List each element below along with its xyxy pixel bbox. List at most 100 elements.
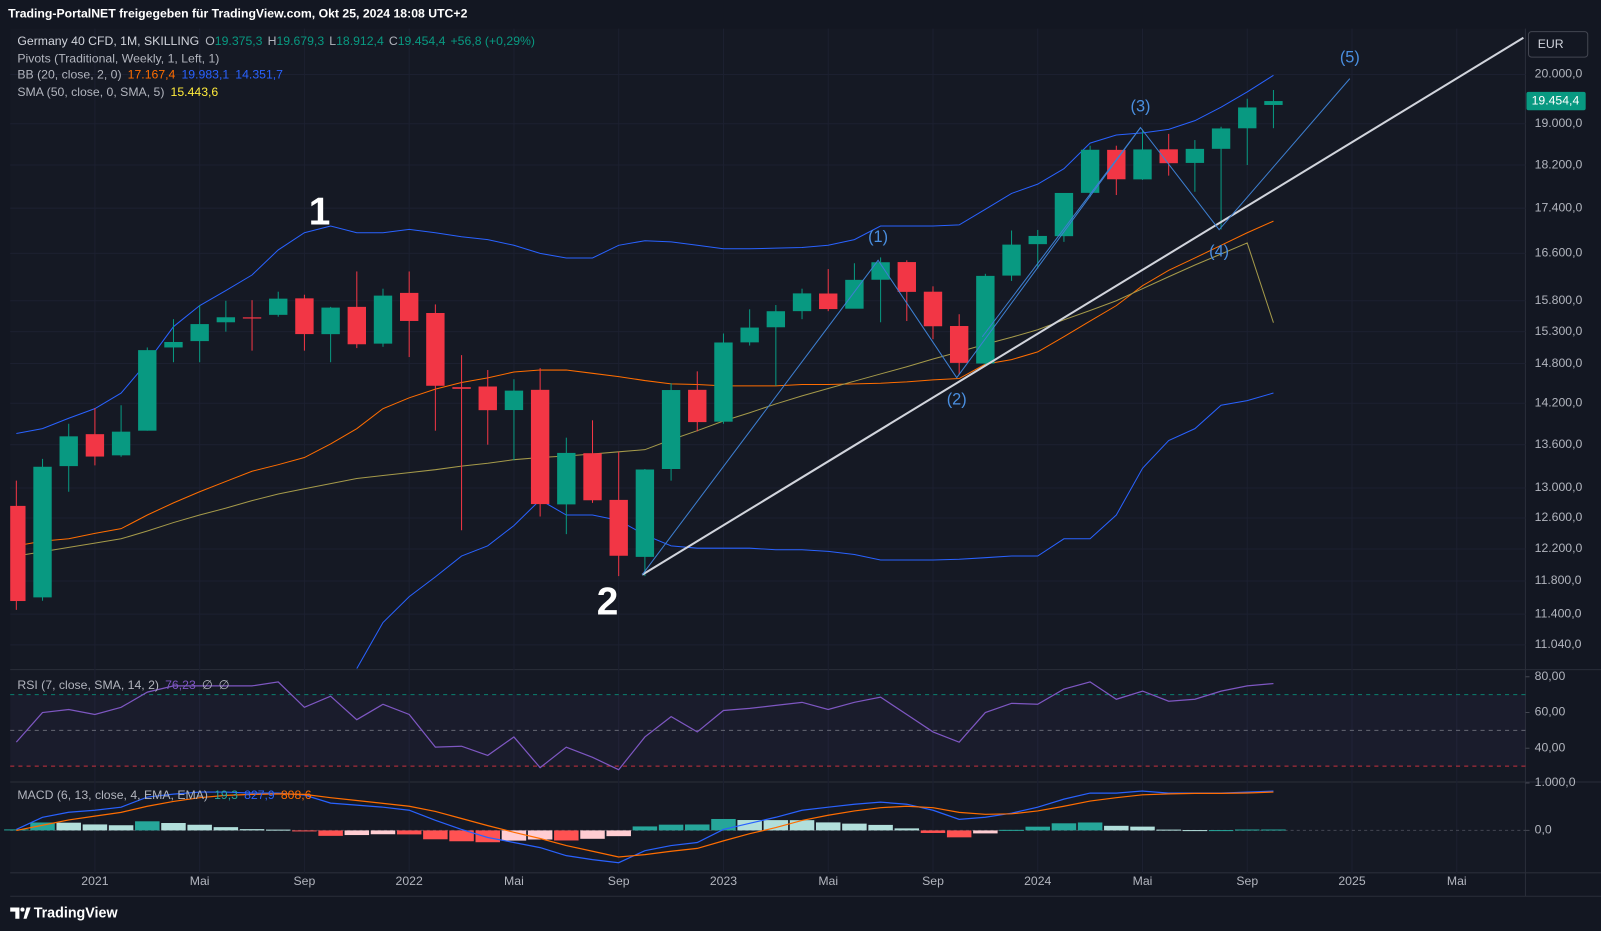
x-tick-label: 2024 (1024, 874, 1051, 888)
candle-body (1028, 235, 1047, 245)
histogram-bar (815, 822, 841, 831)
candle-body (1185, 148, 1205, 163)
legend-value: ∅ (202, 678, 213, 692)
symbol-legend: Germany 40 CFD, 1M, SKILLING O19.375,3 H19… (17, 34, 535, 48)
legend-title: RSI (7, close, SMA, 14, 2) (17, 678, 159, 692)
legend-value: 808,6 (281, 788, 312, 802)
pivots-legend: Pivots (Traditional, Weekly, 1, Left, 1) (17, 51, 219, 65)
histogram-bar (894, 828, 920, 831)
histogram-bar (685, 824, 710, 831)
wave-line (641, 78, 1351, 576)
y-tick-label: 60,00 (1535, 705, 1566, 719)
footer-brand: TradingView (34, 905, 119, 921)
legend-key: H (268, 34, 277, 48)
logo-dot (20, 907, 25, 912)
histogram-bar (187, 824, 212, 831)
x-tick-label: Sep (608, 874, 630, 888)
last-price-label: 19.454,4 (1532, 93, 1580, 107)
y-tick-label: 20.000,0 (1535, 67, 1583, 81)
x-tick-label: 2025 (1338, 874, 1365, 888)
y-tick-label: 12.600,0 (1535, 510, 1583, 524)
x-tick-label: 2021 (81, 874, 108, 888)
y-tick-label: 11.040,0 (1535, 637, 1582, 651)
candle-body (399, 292, 419, 321)
candle-body (33, 466, 52, 598)
macd-line (16, 790, 1274, 864)
histogram-bar (868, 824, 893, 831)
histogram-bar (1156, 829, 1181, 831)
candle-body (819, 293, 838, 310)
candle-body (635, 469, 655, 557)
macd-legend: MACD (6, 13, close, 4, EMA, EMA) 19,3 827,… (17, 788, 311, 802)
logo-mark (23, 907, 31, 919)
legend-value: 17.167,4 (128, 68, 176, 82)
histogram-bar (1235, 829, 1260, 831)
y-tick-label: 0,0 (1535, 823, 1552, 837)
histogram-bar (554, 830, 579, 841)
histogram-bar (1208, 830, 1234, 832)
candle-body (216, 317, 236, 323)
histogram-bar (842, 823, 867, 831)
candle-body (452, 387, 471, 389)
legend-title: BB (20, close, 2, 0) (17, 68, 121, 82)
y-tick-label: 11.400,0 (1535, 606, 1582, 620)
histogram-bar (265, 829, 291, 831)
histogram-bar (658, 824, 684, 831)
legend-value: 14.351,7 (235, 68, 283, 82)
y-tick-label: 14.200,0 (1535, 395, 1583, 409)
candle-body (1264, 101, 1283, 105)
y-tick-label: 1.000,0 (1535, 775, 1576, 789)
legend-value: ∅ (219, 678, 230, 692)
legend-title: MACD (6, 13, close, 4, EMA, EMA) (17, 788, 208, 802)
wave-label: (1) (868, 228, 888, 246)
y-tick-label: 13.000,0 (1535, 480, 1583, 494)
histogram-bar (213, 827, 239, 831)
candle-body (242, 317, 262, 319)
x-tick-label: 2022 (396, 874, 423, 888)
histogram-bar (396, 830, 422, 835)
trend-line (641, 36, 1524, 576)
x-tick-label: Mai (1447, 874, 1467, 888)
candle-body (504, 390, 524, 411)
y-tick-label: 15.800,0 (1535, 293, 1583, 307)
y-tick-label: 12.200,0 (1535, 541, 1583, 555)
histogram-bar (580, 830, 605, 839)
legend-title: SMA (50, close, 0, SMA, 5) (17, 85, 164, 99)
candle-body (1002, 244, 1021, 276)
histogram-bar (527, 830, 553, 840)
wave-label: (3) (1131, 98, 1151, 116)
candle-body (1107, 149, 1126, 180)
candle-body (347, 306, 366, 345)
candle-body (976, 275, 995, 364)
candle-body (138, 350, 157, 431)
x-tick-label: Mai (190, 874, 210, 888)
legend-key: O (205, 34, 215, 48)
wave-label: (2) (947, 390, 967, 408)
histogram-bar (1104, 825, 1129, 831)
x-tick-label: 2023 (710, 874, 737, 888)
histogram-bar (239, 829, 265, 831)
histogram-bar (292, 830, 317, 832)
histogram-bar (946, 830, 972, 838)
histogram-bar (632, 826, 658, 831)
legend-value: 827,9 (244, 788, 275, 802)
histogram-bar (920, 830, 946, 833)
candle-body (426, 312, 445, 386)
candle-body (59, 436, 78, 467)
wave-label: 1 (309, 191, 331, 234)
candle-body (164, 341, 183, 348)
signal-line (16, 791, 1274, 858)
histogram-bar (449, 830, 474, 842)
candle-body (295, 298, 314, 335)
x-tick-label: Mai (504, 874, 524, 888)
candle-body (792, 293, 812, 312)
candle-body (897, 262, 916, 292)
currency-button[interactable] (1527, 31, 1589, 58)
y-tick-label: 16.600,0 (1535, 246, 1583, 260)
candle-body (10, 505, 26, 602)
histogram-bar (344, 830, 370, 836)
legend-value: 19.454,4 (398, 34, 446, 48)
rsi-line (15, 681, 1274, 771)
candle-body (557, 452, 576, 505)
histogram-bar (135, 821, 160, 831)
